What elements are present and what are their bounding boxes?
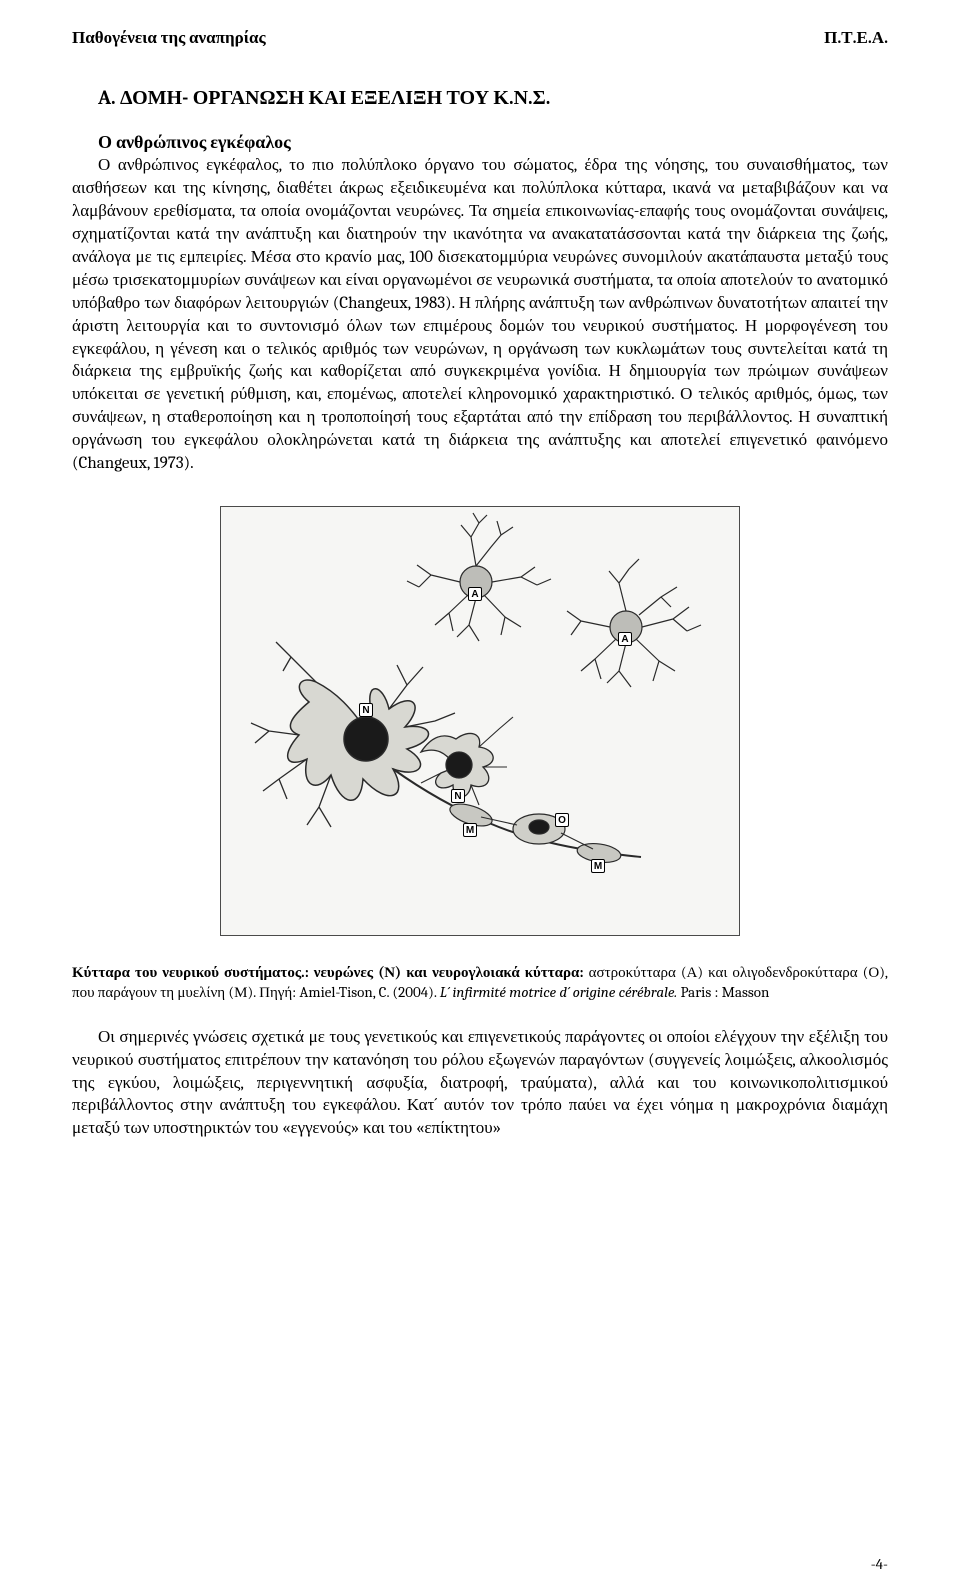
section-title: A. ΔΟΜΗ- ΟΡΓΑΝΩΣΗ ΚΑΙ ΕΞΕΛΙΞΗ ΤΟΥ Κ.Ν.Σ. bbox=[98, 86, 888, 110]
neuron-svg bbox=[221, 507, 741, 937]
figure-label-o: O bbox=[555, 813, 569, 827]
caption-part2: Paris : Masson bbox=[677, 983, 769, 1001]
figure-container: A A N N O M M bbox=[72, 506, 888, 936]
page-header: Παθογένεια της αναπηρίας Π.Τ.Ε.Α. bbox=[72, 28, 888, 48]
header-left: Παθογένεια της αναπηρίας bbox=[72, 28, 266, 48]
figure-label-m1: M bbox=[463, 823, 477, 837]
figure-label-a1: A bbox=[468, 587, 482, 601]
caption-bold: Κύτταρα του νευρικού συστήματος.: νευρών… bbox=[72, 963, 584, 981]
neuron-diagram: A A N N O M M bbox=[220, 506, 740, 936]
subsection-title: Ο ανθρώπινος εγκέφαλος bbox=[98, 132, 888, 153]
caption-italic: L´ infirmité motrice d´ origine cérébral… bbox=[440, 983, 677, 1001]
header-right: Π.Τ.Ε.Α. bbox=[824, 28, 888, 48]
figure-label-a2: A bbox=[618, 632, 632, 646]
figure-label-n1: N bbox=[359, 703, 373, 717]
page-number: -4- bbox=[871, 1555, 888, 1573]
paragraph-2: Οι σημερινές γνώσεις σχετικά με τους γεν… bbox=[72, 1027, 888, 1142]
figure-label-m2: M bbox=[591, 859, 605, 873]
paragraph-1: Ο ανθρώπινος εγκέφαλος, το πιο πολύπλοκο… bbox=[72, 155, 888, 476]
figure-caption: Κύτταρα του νευρικού συστήματος.: νευρών… bbox=[72, 962, 888, 1003]
figure-label-n2: N bbox=[451, 789, 465, 803]
